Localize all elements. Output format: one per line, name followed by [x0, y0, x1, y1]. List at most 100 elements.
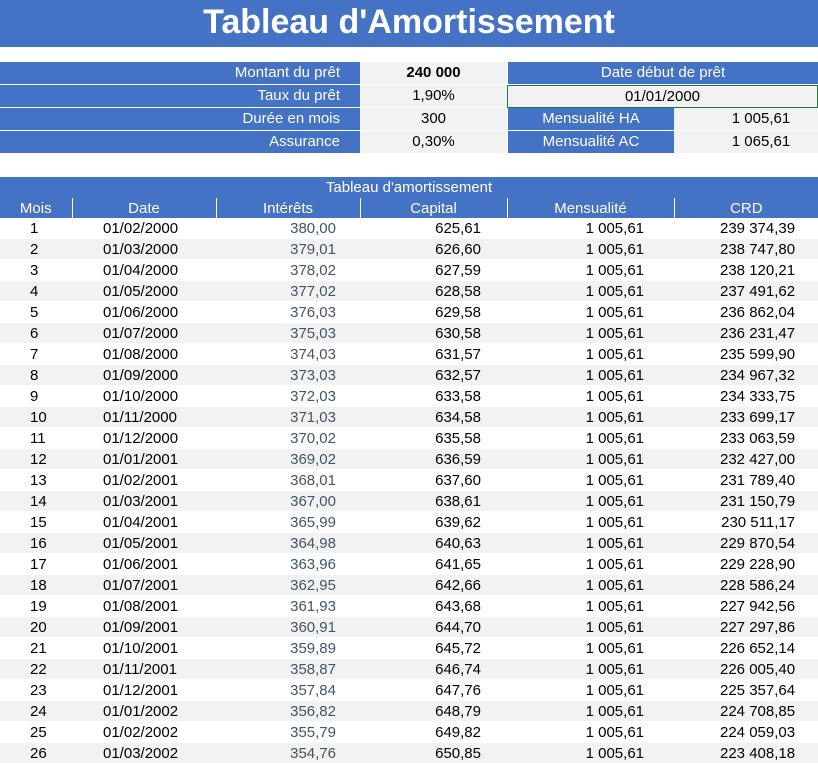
cell-date[interactable]: 01/08/2000	[72, 343, 216, 365]
cell-mois[interactable]: 13	[0, 469, 72, 491]
cell-interets[interactable]: 380,00	[216, 218, 360, 239]
cell-capital[interactable]: 632,57	[360, 364, 507, 386]
cell-crd[interactable]: 238 120,21	[674, 259, 818, 281]
cell-crd[interactable]: 226 005,40	[674, 658, 818, 680]
cell-crd[interactable]: 224 708,85	[674, 700, 818, 722]
cell-interets[interactable]: 379,01	[216, 238, 360, 260]
cell-date[interactable]: 01/04/2000	[72, 259, 216, 281]
cell-crd[interactable]: 233 063,59	[674, 427, 818, 449]
cell-capital[interactable]: 638,61	[360, 490, 507, 512]
cell-interets[interactable]: 369,02	[216, 448, 360, 470]
cell-interets[interactable]: 378,02	[216, 259, 360, 281]
cell-interets[interactable]: 362,95	[216, 574, 360, 596]
cell-mensualite[interactable]: 1 005,61	[507, 742, 674, 764]
cell-date[interactable]: 01/03/2002	[72, 742, 216, 764]
cell-interets[interactable]: 359,89	[216, 637, 360, 659]
cell-mensualite[interactable]: 1 005,61	[507, 259, 674, 281]
cell-capital[interactable]: 650,85	[360, 742, 507, 764]
cell-mensualite[interactable]: 1 005,61	[507, 301, 674, 323]
cell-date[interactable]: 01/01/2001	[72, 448, 216, 470]
cell-date[interactable]: 01/09/2000	[72, 364, 216, 386]
cell-mois[interactable]: 9	[0, 385, 72, 407]
cell-crd[interactable]: 230 511,17	[674, 511, 818, 533]
cell-crd[interactable]: 229 228,90	[674, 553, 818, 575]
cell-mois[interactable]: 6	[0, 322, 72, 344]
cell-mensualite[interactable]: 1 005,61	[507, 574, 674, 596]
cell-date[interactable]: 01/10/2000	[72, 385, 216, 407]
cell-mensualite[interactable]: 1 005,61	[507, 721, 674, 743]
cell-mensualite[interactable]: 1 005,61	[507, 448, 674, 470]
cell-mensualite[interactable]: 1 005,61	[507, 532, 674, 554]
cell-date[interactable]: 01/06/2001	[72, 553, 216, 575]
cell-capital[interactable]: 626,60	[360, 238, 507, 260]
cell-crd[interactable]: 239 374,39	[674, 218, 818, 239]
cell-crd[interactable]: 237 491,62	[674, 280, 818, 302]
cell-crd[interactable]: 224 059,03	[674, 721, 818, 743]
cell-mensualite[interactable]: 1 005,61	[507, 553, 674, 575]
cell-mois[interactable]: 7	[0, 343, 72, 365]
cell-capital[interactable]: 648,79	[360, 700, 507, 722]
cell-capital[interactable]: 633,58	[360, 385, 507, 407]
cell-mois[interactable]: 16	[0, 532, 72, 554]
cell-capital[interactable]: 649,82	[360, 721, 507, 743]
cell-crd[interactable]: 223 408,18	[674, 742, 818, 764]
cell-crd[interactable]: 228 586,24	[674, 574, 818, 596]
cell-mois[interactable]: 14	[0, 490, 72, 512]
cell-crd[interactable]: 231 150,79	[674, 490, 818, 512]
column-header-capital[interactable]: Capital	[359, 198, 507, 218]
cell-crd[interactable]: 234 967,32	[674, 364, 818, 386]
cell-date[interactable]: 01/07/2000	[72, 322, 216, 344]
cell-mensualite[interactable]: 1 005,61	[507, 658, 674, 680]
cell-date[interactable]: 01/06/2000	[72, 301, 216, 323]
cell-capital[interactable]: 631,57	[360, 343, 507, 365]
cell-interets[interactable]: 358,87	[216, 658, 360, 680]
cell-mensualite[interactable]: 1 005,61	[507, 406, 674, 428]
cell-interets[interactable]: 361,93	[216, 595, 360, 617]
cell-crd[interactable]: 227 942,56	[674, 595, 818, 617]
cell-crd[interactable]: 232 427,00	[674, 448, 818, 470]
cell-crd[interactable]: 236 231,47	[674, 322, 818, 344]
cell-interets[interactable]: 376,03	[216, 301, 360, 323]
cell-capital[interactable]: 627,59	[360, 259, 507, 281]
cell-mensualite[interactable]: 1 005,61	[507, 469, 674, 491]
cell-date[interactable]: 01/05/2000	[72, 280, 216, 302]
cell-capital[interactable]: 637,60	[360, 469, 507, 491]
cell-mois[interactable]: 8	[0, 364, 72, 386]
cell-interets[interactable]: 363,96	[216, 553, 360, 575]
cell-date[interactable]: 01/02/2002	[72, 721, 216, 743]
cell-date[interactable]: 01/07/2001	[72, 574, 216, 596]
cell-capital[interactable]: 646,74	[360, 658, 507, 680]
column-header-date[interactable]: Date	[71, 198, 216, 218]
cell-capital[interactable]: 645,72	[360, 637, 507, 659]
cell-crd[interactable]: 234 333,75	[674, 385, 818, 407]
cell-mensualite[interactable]: 1 005,61	[507, 700, 674, 722]
cell-mois[interactable]: 19	[0, 595, 72, 617]
cell-mensualite[interactable]: 1 005,61	[507, 238, 674, 260]
cell-date[interactable]: 01/12/2001	[72, 679, 216, 701]
cell-mensualite[interactable]: 1 005,61	[507, 280, 674, 302]
mensualite-ha-value[interactable]: 1 005,61	[674, 108, 818, 131]
cell-mensualite[interactable]: 1 005,61	[507, 511, 674, 533]
cell-capital[interactable]: 644,70	[360, 616, 507, 638]
cell-mensualite[interactable]: 1 005,61	[507, 490, 674, 512]
assurance-value[interactable]: 0,30%	[360, 131, 507, 154]
cell-capital[interactable]: 628,58	[360, 280, 507, 302]
cell-capital[interactable]: 635,58	[360, 427, 507, 449]
column-header-crd[interactable]: CRD	[673, 198, 818, 218]
cell-mois[interactable]: 21	[0, 637, 72, 659]
cell-mois[interactable]: 18	[0, 574, 72, 596]
cell-mois[interactable]: 22	[0, 658, 72, 680]
cell-capital[interactable]: 636,59	[360, 448, 507, 470]
cell-interets[interactable]: 370,02	[216, 427, 360, 449]
cell-mois[interactable]: 2	[0, 238, 72, 260]
cell-interets[interactable]: 367,00	[216, 490, 360, 512]
cell-date[interactable]: 01/03/2001	[72, 490, 216, 512]
cell-capital[interactable]: 643,68	[360, 595, 507, 617]
cell-interets[interactable]: 356,82	[216, 700, 360, 722]
cell-interets[interactable]: 365,99	[216, 511, 360, 533]
cell-mois[interactable]: 4	[0, 280, 72, 302]
cell-date[interactable]: 01/04/2001	[72, 511, 216, 533]
cell-mensualite[interactable]: 1 005,61	[507, 218, 674, 239]
column-header-interets[interactable]: Intérêts	[215, 198, 360, 218]
cell-capital[interactable]: 639,62	[360, 511, 507, 533]
